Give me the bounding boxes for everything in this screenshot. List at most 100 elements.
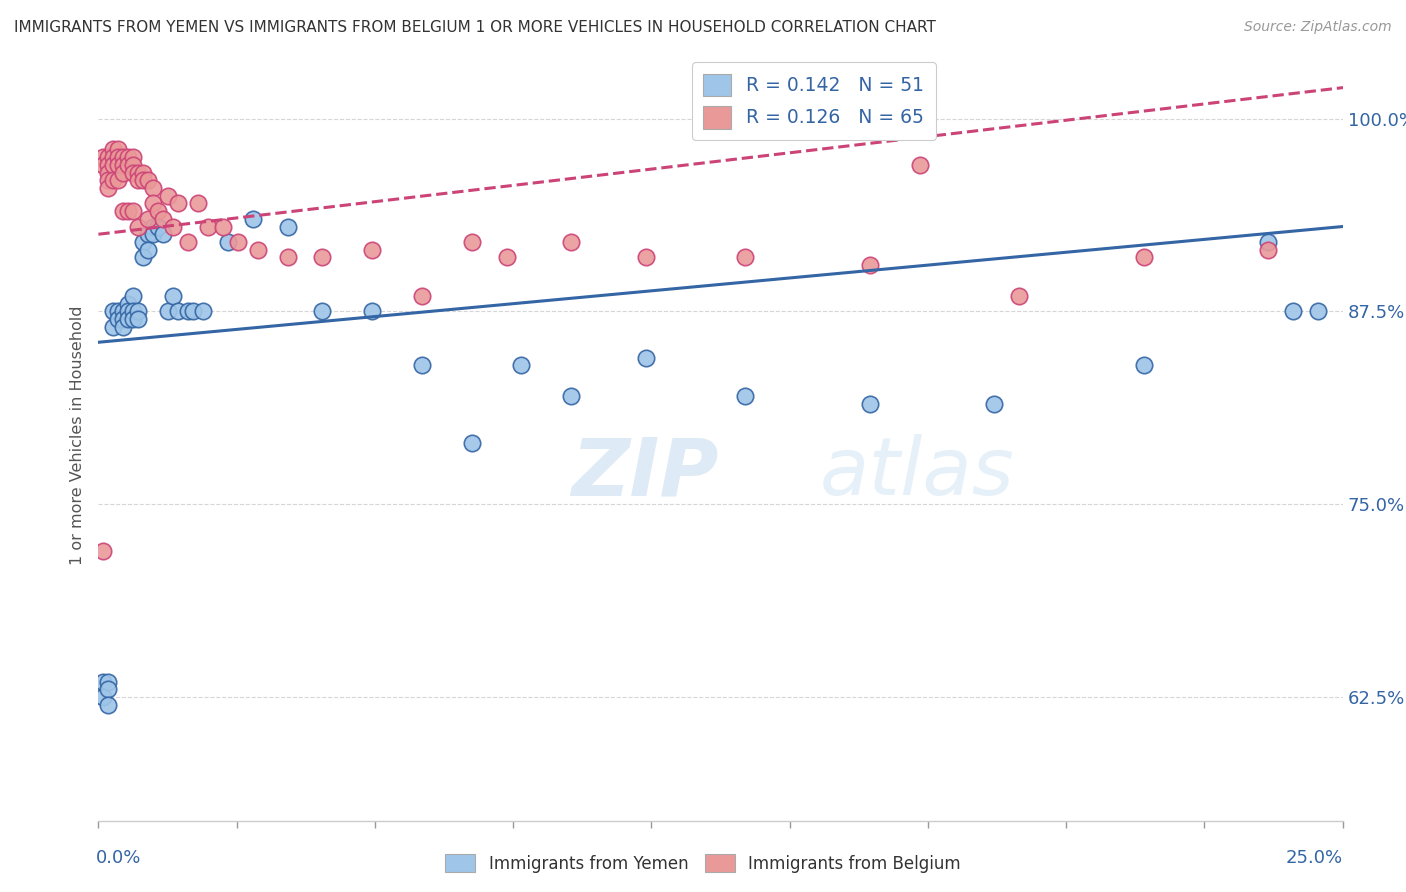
Point [242,211,264,226]
Point [122,312,145,326]
Point [495,251,517,265]
Text: 25.0%: 25.0% [1285,849,1343,867]
Point [122,289,145,303]
Point [191,304,214,318]
Point [152,227,174,242]
Point [734,389,756,403]
Point [127,219,149,234]
Point [127,173,149,187]
Point [132,173,155,187]
Point [277,251,299,265]
Point [97,698,120,712]
Point [93,690,115,705]
Point [127,165,149,179]
Point [97,173,120,187]
Text: ZIP: ZIP [571,434,718,512]
Point [177,304,200,318]
Point [103,142,125,156]
Legend: R = 0.142   N = 51, R = 0.126   N = 65: R = 0.142 N = 51, R = 0.126 N = 65 [692,62,936,140]
Point [97,165,120,179]
Point [103,304,125,318]
Point [162,289,184,303]
Point [226,235,249,249]
Point [107,158,129,172]
Text: Source: ZipAtlas.com: Source: ZipAtlas.com [1244,20,1392,34]
Point [411,359,433,373]
Point [127,304,149,318]
Point [112,150,135,164]
Point [103,173,125,187]
Point [1132,251,1154,265]
Point [93,150,115,164]
Point [908,158,931,172]
Point [510,359,533,373]
Point [142,219,165,234]
Point [122,165,145,179]
Point [103,319,125,334]
Point [117,304,139,318]
Point [460,435,484,450]
Point [112,204,135,219]
Point [132,251,155,265]
Text: atlas: atlas [820,434,1015,512]
Point [107,312,129,326]
Point [103,158,125,172]
Point [162,219,184,234]
Point [117,312,139,326]
Point [1008,289,1031,303]
Point [560,235,582,249]
Point [117,158,139,172]
Point [1132,359,1154,373]
Point [97,150,120,164]
Point [361,304,384,318]
Point [107,173,129,187]
Point [311,304,333,318]
Point [634,251,657,265]
Point [142,196,165,211]
Point [117,296,139,310]
Point [167,196,190,211]
Point [112,165,135,179]
Point [167,304,190,318]
Point [122,158,145,172]
Point [1306,304,1329,318]
Point [177,235,200,249]
Point [97,181,120,195]
Point [1282,304,1305,318]
Point [411,289,433,303]
Point [217,235,239,249]
Point [361,243,384,257]
Point [146,204,169,219]
Point [112,304,135,318]
Point [107,150,129,164]
Point [93,158,115,172]
Point [142,227,165,242]
Point [122,150,145,164]
Point [734,251,756,265]
Point [181,304,204,318]
Point [117,204,139,219]
Point [152,211,174,226]
Point [211,219,233,234]
Point [560,389,582,403]
Point [1357,251,1379,265]
Point [136,227,159,242]
Point [1257,235,1279,249]
Point [157,188,180,202]
Point [117,150,139,164]
Point [634,351,657,365]
Point [112,158,135,172]
Point [93,674,115,689]
Point [146,219,169,234]
Point [107,304,129,318]
Point [132,165,155,179]
Y-axis label: 1 or more Vehicles in Household: 1 or more Vehicles in Household [70,305,86,565]
Point [157,304,180,318]
Point [246,243,269,257]
Point [103,150,125,164]
Point [983,397,1005,411]
Point [136,211,159,226]
Point [122,204,145,219]
Point [112,312,135,326]
Point [107,142,129,156]
